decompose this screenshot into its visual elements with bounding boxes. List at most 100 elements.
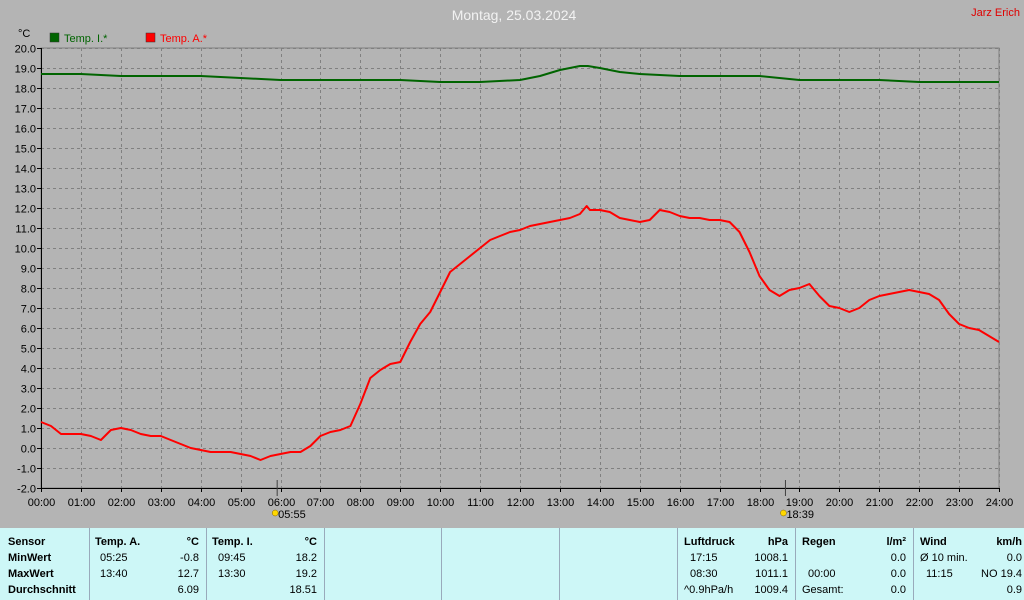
y-tick-label: 16.0: [15, 124, 36, 136]
legend-label: Temp. I.*: [64, 33, 108, 45]
rain-row1: 0.0: [890, 552, 906, 564]
x-tick-label: 23:00: [946, 497, 974, 509]
y-tick-label: 5.0: [21, 344, 36, 356]
legend-swatch: [145, 32, 156, 43]
x-tick-label: 20:00: [826, 497, 854, 509]
row-label-max: MaxWert: [8, 568, 54, 580]
sunrise-time: 05:55: [278, 509, 306, 521]
x-tick-label: 07:00: [307, 497, 335, 509]
statistics-panel: Sensor MinWert MaxWert Durchschnitt Temp…: [0, 528, 1024, 600]
pressure-max-time: 08:30: [690, 568, 718, 580]
rain-row2: 0.0: [890, 568, 906, 580]
author-label: Jarz Erich: [971, 7, 1020, 19]
pressure-min: 1008.1: [754, 552, 788, 564]
y-tick-label: 6.0: [21, 324, 36, 336]
wind-unit: km/h: [996, 536, 1022, 548]
y-tick-label: 18.0: [15, 84, 36, 96]
y-tick-label: 0.0: [21, 444, 36, 456]
legend-swatch: [49, 32, 60, 43]
wind-avg: 0.0: [1006, 552, 1022, 564]
y-tick-label: 20.0: [15, 44, 36, 56]
wind-max-time: 11:15: [926, 568, 953, 580]
rain-time: 00:00: [808, 568, 836, 580]
y-tick-label: 11.0: [15, 224, 36, 236]
y-tick-label: 17.0: [15, 104, 36, 116]
temp-a-max-time: 13:40: [100, 568, 128, 580]
x-tick-label: 13:00: [547, 497, 575, 509]
y-tick-label: 7.0: [21, 304, 36, 316]
x-tick-label: 10:00: [427, 497, 455, 509]
x-tick-label: 19:00: [786, 497, 814, 509]
temp-a-max: 12.7: [177, 568, 199, 580]
y-tick-label: 2.0: [21, 404, 36, 416]
x-tick-labels: 00:00 01:00 02:00 03:00 04:00 05:00 06:00 07:00…: [28, 497, 1014, 509]
temp-i-min: 18.2: [295, 552, 317, 564]
temp-i-max: 19.2: [295, 568, 317, 580]
x-tick-label: 00:00: [28, 497, 56, 509]
x-tick-label: 11:00: [467, 497, 494, 509]
sunset-time: 18:39: [786, 509, 814, 521]
series-lines: [40, 65, 1000, 461]
x-tick-label: 14:00: [587, 497, 615, 509]
y-tick-label: 10.0: [15, 244, 36, 256]
x-tick-label: 17:00: [707, 497, 735, 509]
temp-a-min: -0.8: [180, 552, 199, 564]
rain-total-label: Gesamt:: [802, 584, 844, 596]
x-tick-label: 15:00: [627, 497, 655, 509]
wind-day-avg: 0.9: [1006, 584, 1022, 596]
rain-unit: l/m²: [886, 536, 906, 548]
rain-total: 0.0: [890, 584, 906, 596]
pressure-trend: ^0.9hPa/h: [684, 584, 734, 596]
y-tick-label: -1.0: [17, 464, 36, 476]
x-tick-label: 12:00: [507, 497, 535, 509]
x-tick-label: 22:00: [906, 497, 934, 509]
y-tick-label: 13.0: [15, 184, 36, 196]
x-tick-label: 21:00: [866, 497, 894, 509]
x-tick-label: 02:00: [108, 497, 136, 509]
x-tick-label: 06:00: [268, 497, 296, 509]
x-tick-label: 05:00: [228, 497, 256, 509]
y-tick-label: 3.0: [21, 384, 36, 396]
temp-i-max-time: 13:30: [218, 568, 246, 580]
sunrise-icon: [271, 509, 279, 517]
x-tick-label: 04:00: [188, 497, 216, 509]
y-tick-label: -2.0: [17, 484, 36, 496]
temp-a-header: Temp. A.: [95, 536, 141, 548]
temp-i-header: Temp. I.: [212, 536, 253, 548]
y-tick-label: 9.0: [21, 264, 36, 276]
rain-header: Regen: [802, 536, 836, 548]
x-tick-label: 09:00: [387, 497, 415, 509]
y-tick-label: 19.0: [15, 64, 36, 76]
wind-max: NO 19.4: [981, 568, 1022, 580]
x-tick-label: 16:00: [667, 497, 695, 509]
y-tick-label: 1.0: [21, 424, 36, 436]
pressure-unit: hPa: [767, 536, 788, 548]
y-tick-label: 4.0: [21, 364, 36, 376]
x-tick-label: 24:00: [986, 497, 1014, 509]
y-tick-label: 12.0: [15, 204, 36, 216]
sunset-icon: [780, 509, 787, 517]
grid: [37, 47, 1000, 492]
temp-a-unit: °C: [186, 536, 199, 548]
row-label-avg: Durchschnitt: [8, 584, 76, 596]
pressure-avg: 1009.4: [754, 584, 788, 596]
temp-i-unit: °C: [304, 536, 317, 548]
temp-a-avg: 6.09: [177, 584, 199, 596]
temp-a-min-time: 05:25: [100, 552, 128, 564]
y-tick-label: 8.0: [21, 284, 36, 296]
x-tick-label: 03:00: [148, 497, 176, 509]
temp-i-avg: 18.51: [289, 584, 317, 596]
pressure-max: 1011.1: [755, 568, 788, 580]
x-tick-label: 18:00: [747, 497, 775, 509]
temp-i-min-time: 09:45: [218, 552, 246, 564]
sensor-header: Sensor: [8, 536, 46, 548]
pressure-min-time: 17:15: [690, 552, 718, 564]
wind-header: Wind: [920, 536, 947, 548]
legend-label: Temp. A.*: [160, 33, 208, 45]
legend: Temp. I.* Temp. A.*: [49, 32, 208, 45]
temperature-chart: Montag, 25.03.2024 Jarz Erich °C Temp. I…: [15, 7, 1020, 521]
y-tick-label: 15.0: [15, 144, 36, 156]
sun-markers: 05:55 18:39: [271, 480, 814, 521]
chart-title: Montag, 25.03.2024: [452, 7, 577, 23]
series-line-1: [40, 205, 1000, 461]
